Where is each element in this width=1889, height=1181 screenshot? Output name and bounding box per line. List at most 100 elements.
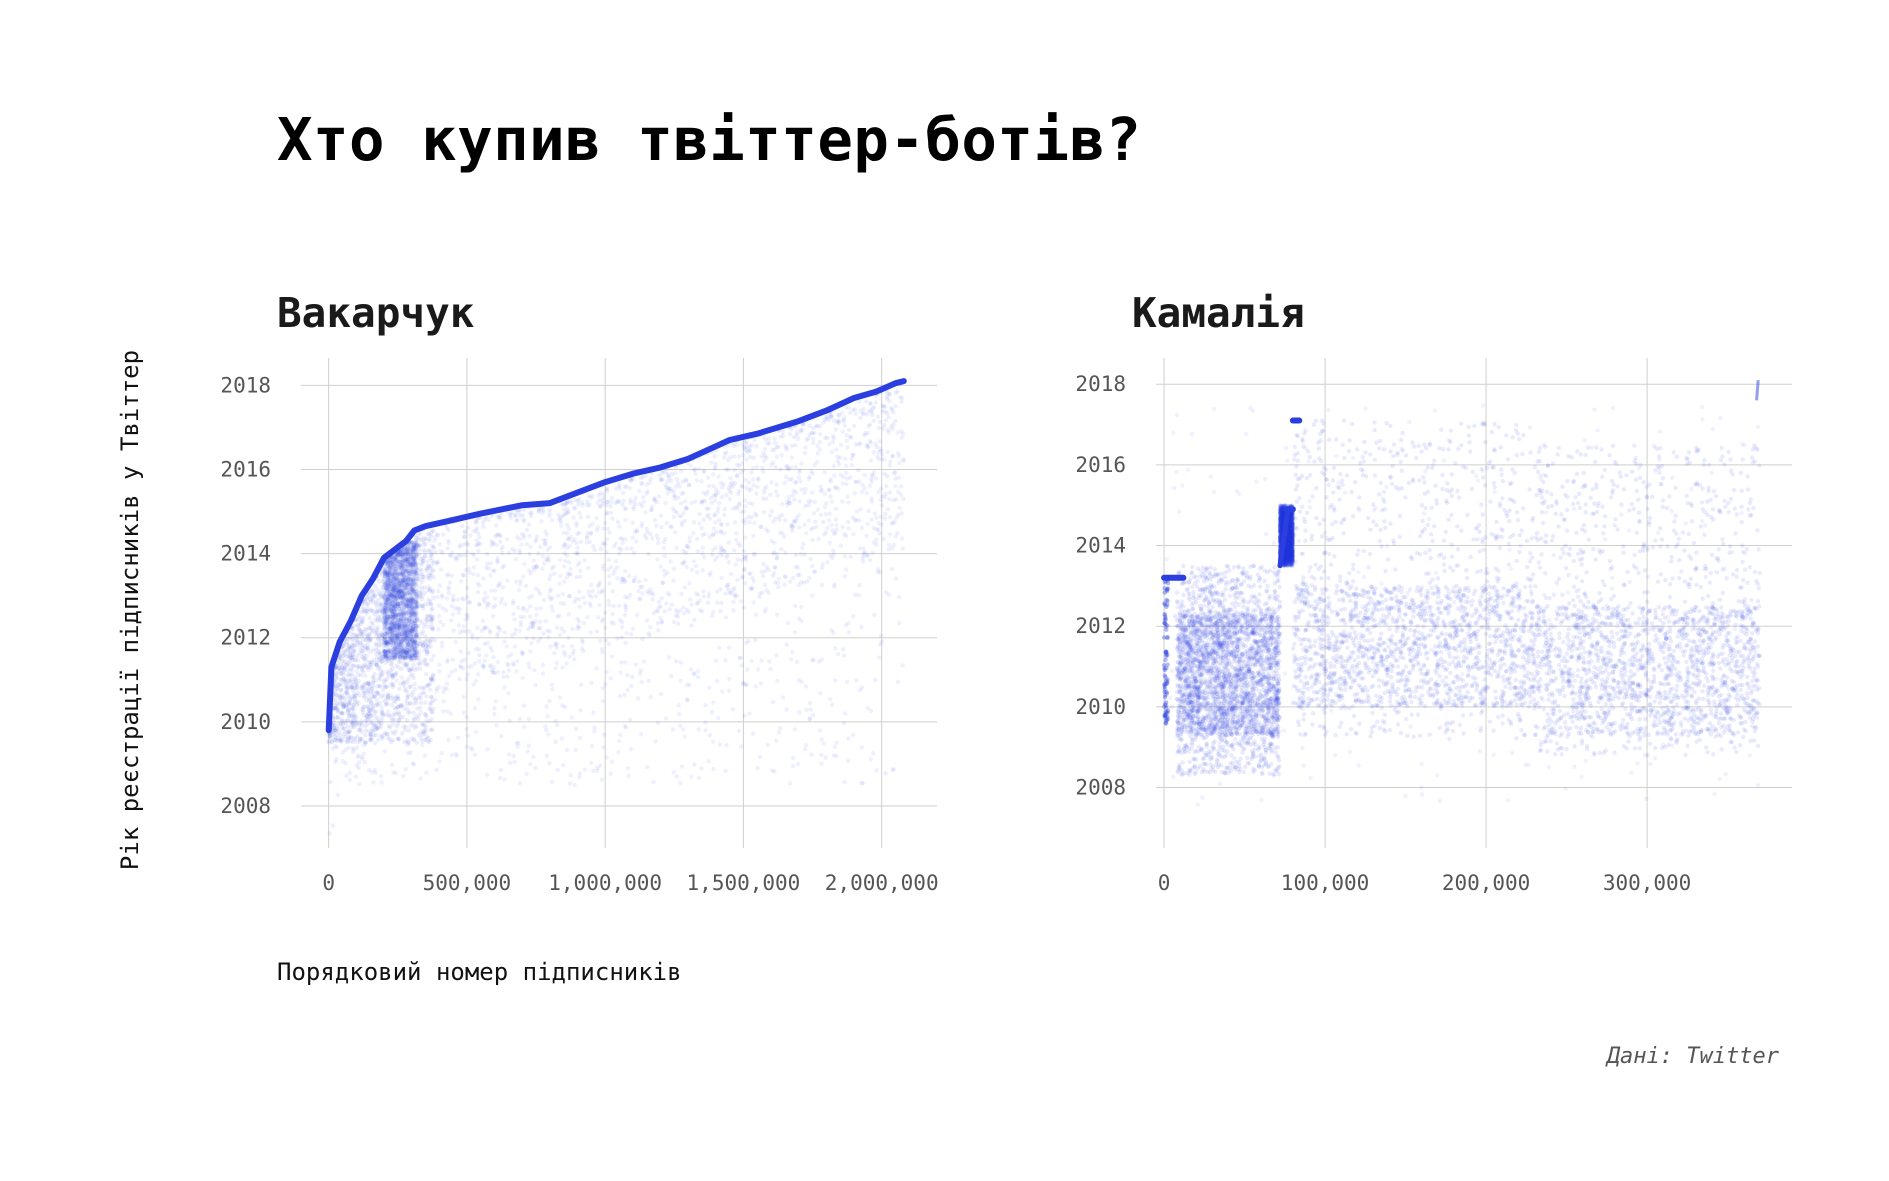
- data-point: [735, 462, 740, 467]
- data-point: [590, 521, 595, 527]
- data-point: [429, 607, 434, 612]
- data-point: [482, 590, 488, 596]
- data-point: [772, 570, 777, 576]
- data-point: [751, 455, 756, 460]
- data-point: [528, 762, 533, 767]
- data-point: [674, 545, 679, 551]
- data-point: [459, 524, 465, 529]
- data-point: [474, 538, 479, 543]
- data-point: [809, 527, 814, 532]
- data-point: [695, 669, 700, 674]
- data-point: [564, 661, 569, 666]
- data-point: [558, 557, 563, 563]
- data-point: [339, 687, 344, 693]
- data-point: [419, 631, 424, 636]
- data-point: [705, 475, 711, 480]
- data-point: [617, 481, 622, 486]
- data-point: [553, 718, 558, 724]
- data-point: [807, 474, 812, 480]
- data-point: [886, 592, 892, 597]
- data-point: [823, 435, 828, 441]
- data-point: [834, 522, 839, 528]
- data-point: [650, 592, 656, 597]
- data-point: [711, 766, 716, 772]
- data-point: [687, 581, 692, 586]
- data-point: [423, 700, 428, 705]
- data-point: [574, 540, 579, 546]
- data-point: [776, 514, 782, 520]
- data-point: [431, 575, 437, 580]
- data-point: [350, 657, 355, 663]
- data-point: [790, 443, 795, 449]
- data-point: [364, 594, 370, 600]
- data-point: [746, 514, 751, 520]
- data-point: [592, 729, 597, 734]
- data-point: [790, 493, 795, 498]
- data-point: [520, 652, 525, 657]
- data-point: [565, 571, 570, 576]
- data-point: [857, 687, 863, 693]
- data-point: [673, 465, 679, 470]
- data-point: [511, 599, 516, 604]
- data-point: [375, 619, 380, 624]
- data-point: [330, 746, 336, 751]
- data-point: [507, 718, 512, 723]
- data-point: [893, 418, 898, 423]
- data-point: [526, 595, 532, 600]
- data-point: [783, 574, 788, 579]
- data-point: [742, 517, 748, 522]
- data-point: [829, 413, 834, 418]
- data-point: [758, 524, 763, 529]
- data-point: [869, 410, 875, 415]
- data-point: [388, 594, 394, 599]
- data-point: [655, 540, 661, 546]
- data-point: [517, 536, 522, 542]
- data-point: [826, 417, 832, 422]
- data-point: [414, 535, 419, 541]
- data-point: [531, 636, 536, 641]
- data-point: [718, 480, 724, 486]
- data-point: [420, 685, 425, 691]
- data-point: [421, 539, 426, 545]
- data-point: [772, 436, 777, 441]
- data-point: [581, 595, 586, 600]
- data-point: [789, 465, 794, 470]
- data-point: [834, 447, 839, 452]
- data-point: [765, 742, 770, 747]
- data-point: [386, 578, 391, 584]
- data-point: [369, 608, 374, 613]
- data-point: [585, 615, 590, 620]
- data-point: [429, 528, 434, 533]
- data-point: [412, 560, 418, 565]
- data-point: [557, 695, 563, 700]
- data-point: [558, 502, 564, 507]
- data-point: [897, 621, 902, 626]
- data-point: [731, 506, 736, 511]
- data-point: [417, 641, 423, 647]
- data-point: [603, 610, 608, 615]
- data-point: [512, 513, 518, 519]
- data-point: [601, 495, 606, 501]
- data-point: [728, 490, 734, 495]
- data-point: [790, 525, 795, 530]
- data-point: [898, 492, 904, 497]
- data-point: [382, 730, 388, 735]
- data-point: [546, 635, 551, 640]
- data-point: [561, 502, 566, 507]
- data-point: [806, 436, 811, 441]
- data-point: [842, 574, 848, 579]
- data-point: [494, 532, 499, 538]
- data-point: [879, 452, 885, 457]
- data-point: [887, 459, 893, 465]
- data-point: [539, 519, 544, 524]
- data-point: [440, 640, 445, 645]
- data-point: [373, 678, 378, 683]
- data-point: [357, 738, 363, 744]
- data-point: [836, 462, 842, 467]
- data-point: [831, 531, 837, 536]
- data-point: [850, 515, 855, 520]
- data-point: [663, 536, 668, 542]
- data-point: [759, 569, 764, 575]
- data-point: [577, 625, 582, 630]
- data-point: [495, 556, 500, 561]
